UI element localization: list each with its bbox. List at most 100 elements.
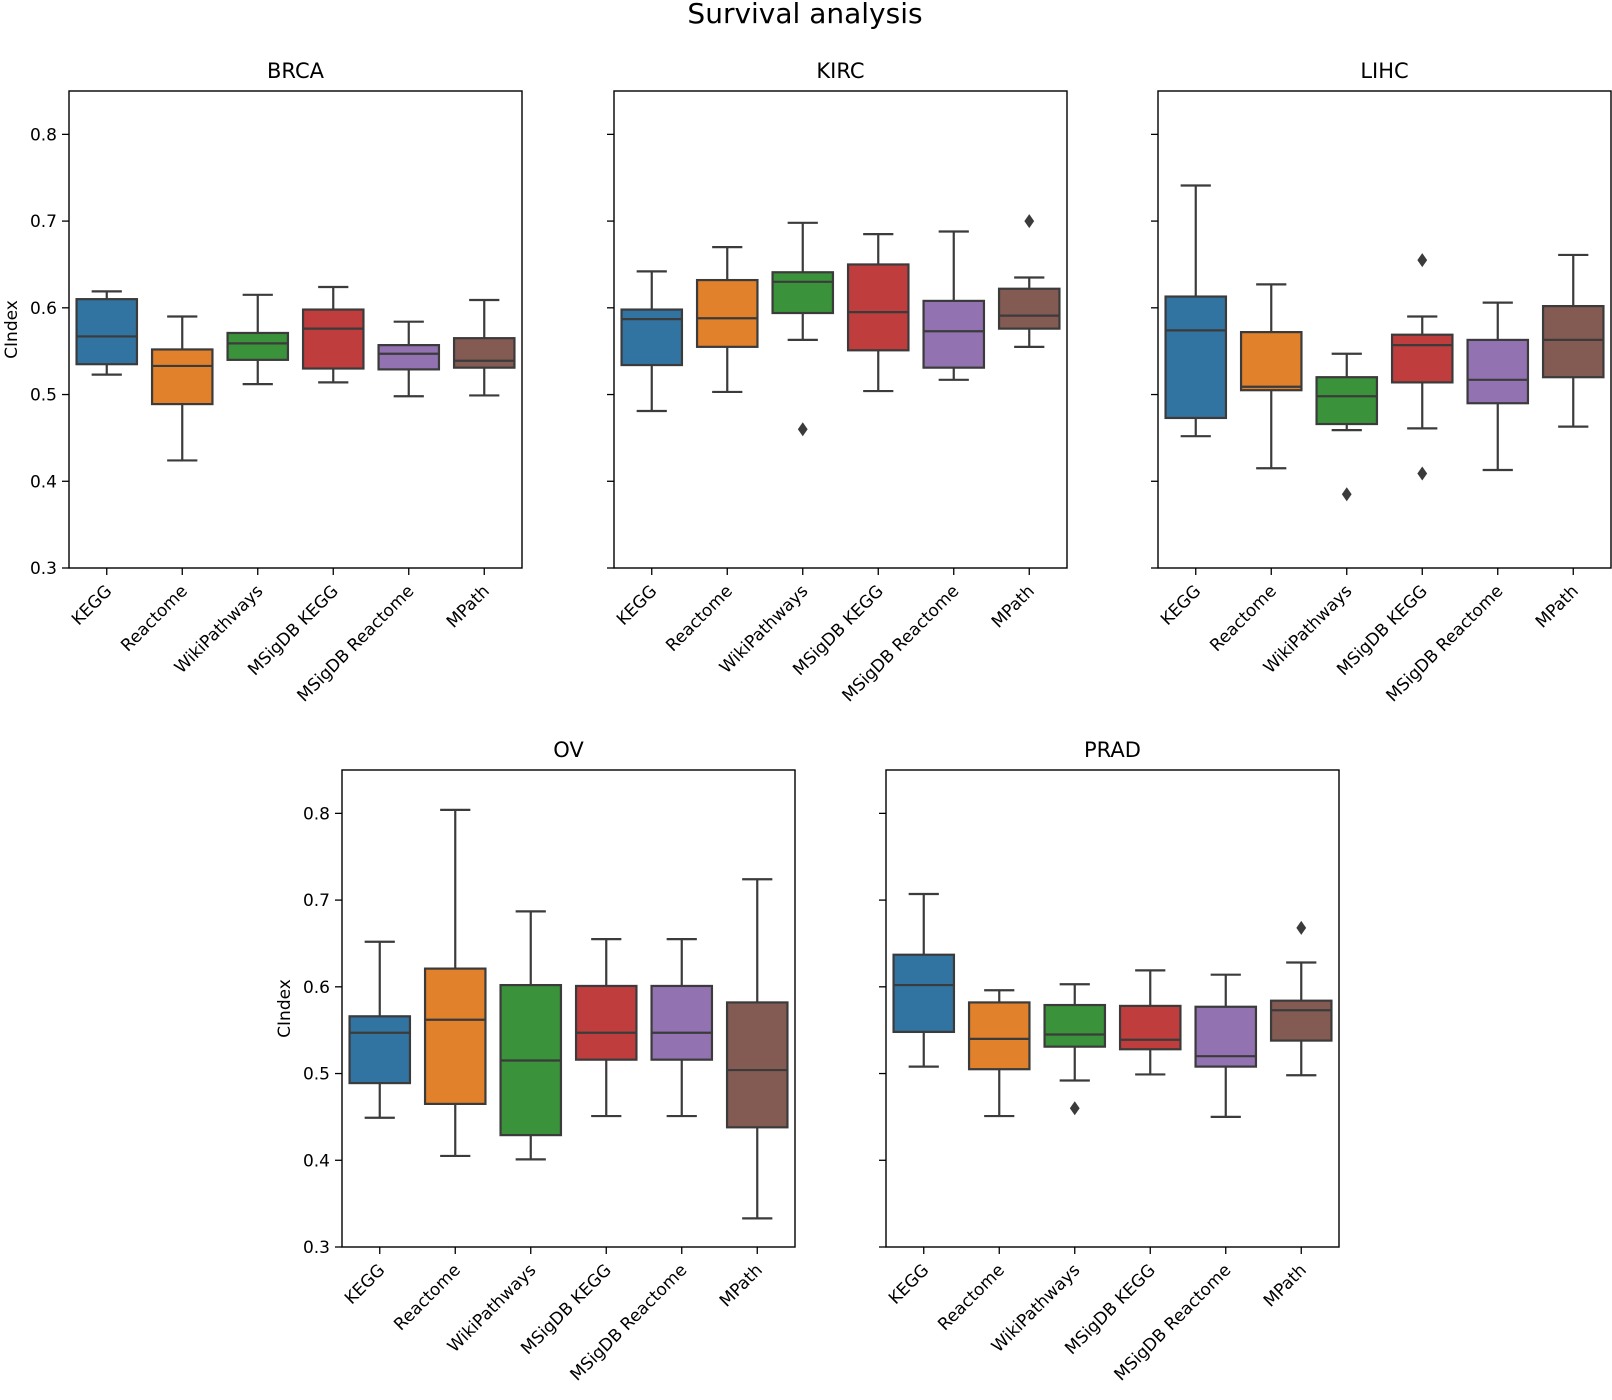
- panel-title: BRCA: [267, 59, 325, 83]
- x-tick-label: MPath: [443, 581, 494, 632]
- box-wikipathways: [499, 910, 563, 1161]
- box-iqr: [1043, 1003, 1107, 1048]
- box-wikipathways: [1043, 983, 1107, 1116]
- y-tick-label: 0.4: [30, 472, 57, 492]
- y-tick-label: 0.6: [303, 978, 330, 998]
- box-iqr: [967, 1001, 1031, 1071]
- box-iqr: [226, 331, 290, 361]
- box-iqr: [997, 287, 1061, 330]
- axes-frame: [341, 769, 796, 1248]
- box-iqr: [922, 299, 986, 369]
- outlier-point: [1417, 466, 1428, 481]
- outlier-point: [1417, 253, 1428, 268]
- box-iqr: [1390, 333, 1454, 384]
- box-wikipathways: [771, 221, 835, 437]
- box-kegg: [1164, 184, 1228, 438]
- y-tick-label: 0.6: [30, 299, 57, 319]
- box-iqr: [1466, 338, 1530, 405]
- box-iqr: [892, 953, 956, 1034]
- x-tick-label: MPath: [988, 581, 1039, 632]
- panel-title: KIRC: [816, 59, 864, 83]
- y-tick-label: 0.5: [30, 386, 57, 406]
- x-tick-label: MPath: [1260, 1260, 1311, 1311]
- x-tick-label: MPath: [716, 1260, 767, 1311]
- box-msigdb-kegg: [301, 285, 365, 384]
- box-mpath: [1269, 920, 1333, 1077]
- y-axis-label: CIndex: [275, 979, 295, 1038]
- x-tick-label: KEGG: [68, 581, 116, 629]
- panel-title: OV: [553, 738, 584, 762]
- outlier-point: [1296, 920, 1307, 935]
- box-iqr: [695, 278, 759, 348]
- outlier-point: [1024, 214, 1035, 229]
- box-iqr: [1315, 376, 1379, 426]
- box-msigdb-kegg: [574, 938, 638, 1118]
- axes-frame: [68, 90, 523, 569]
- box-mpath: [725, 878, 789, 1220]
- box-mpath: [1541, 253, 1605, 428]
- box-kegg: [620, 270, 684, 413]
- box-iqr: [620, 308, 684, 367]
- box-iqr: [574, 984, 638, 1061]
- box-iqr: [1164, 295, 1228, 420]
- box-iqr: [725, 1001, 789, 1129]
- box-iqr: [846, 263, 910, 352]
- box-iqr: [301, 308, 365, 370]
- y-tick-label: 0.8: [303, 804, 330, 824]
- box-kegg: [75, 290, 139, 376]
- panel-title: PRAD: [1084, 738, 1141, 762]
- axes-frame: [885, 769, 1340, 1248]
- x-tick-label: MPath: [1532, 581, 1583, 632]
- y-axis-label: CIndex: [2, 300, 22, 359]
- axes-frame: [613, 90, 1068, 569]
- x-tick-label: KEGG: [1157, 581, 1205, 629]
- box-kegg: [348, 940, 412, 1119]
- y-tick-label: 0.8: [30, 125, 57, 145]
- box-wikipathways: [226, 293, 290, 386]
- box-msigdb-reactome: [650, 938, 714, 1118]
- outlier-point: [797, 422, 808, 437]
- outlier-point: [1069, 1101, 1080, 1116]
- box-reactome: [1239, 283, 1303, 470]
- x-tick-label: Reactome: [390, 1260, 465, 1335]
- x-tick-label: KEGG: [613, 581, 661, 629]
- box-msigdb-kegg: [1390, 253, 1454, 481]
- box-iqr: [348, 1015, 412, 1085]
- y-tick-label: 0.4: [303, 1151, 330, 1171]
- box-reactome: [695, 246, 759, 394]
- box-iqr: [150, 348, 214, 406]
- box-msigdb-reactome: [377, 320, 441, 398]
- box-iqr: [650, 984, 714, 1061]
- box-msigdb-kegg: [846, 233, 910, 393]
- panel-title: LIHC: [1360, 59, 1408, 83]
- box-mpath: [997, 214, 1061, 348]
- outlier-point: [1341, 487, 1352, 502]
- box-iqr: [771, 271, 835, 315]
- box-iqr: [1194, 1005, 1258, 1068]
- x-tick-label: Reactome: [1206, 581, 1281, 656]
- box-wikipathways: [1315, 352, 1379, 502]
- box-kegg: [892, 892, 956, 1068]
- x-tick-label: KEGG: [885, 1260, 933, 1308]
- box-iqr: [1118, 1004, 1182, 1051]
- box-iqr: [452, 337, 516, 369]
- y-tick-label: 0.3: [303, 1238, 330, 1258]
- box-mpath: [452, 298, 516, 397]
- box-reactome: [967, 989, 1031, 1118]
- box-reactome: [150, 315, 214, 462]
- x-tick-label: Reactome: [117, 581, 192, 656]
- box-iqr: [423, 967, 487, 1106]
- box-iqr: [1269, 999, 1333, 1042]
- figure-title: Survival analysis: [687, 0, 922, 30]
- axes-frame: [1157, 90, 1612, 569]
- box-msigdb-reactome: [922, 230, 986, 381]
- box-msigdb-kegg: [1118, 969, 1182, 1076]
- box-iqr: [1541, 304, 1605, 379]
- y-tick-label: 0.7: [303, 891, 330, 911]
